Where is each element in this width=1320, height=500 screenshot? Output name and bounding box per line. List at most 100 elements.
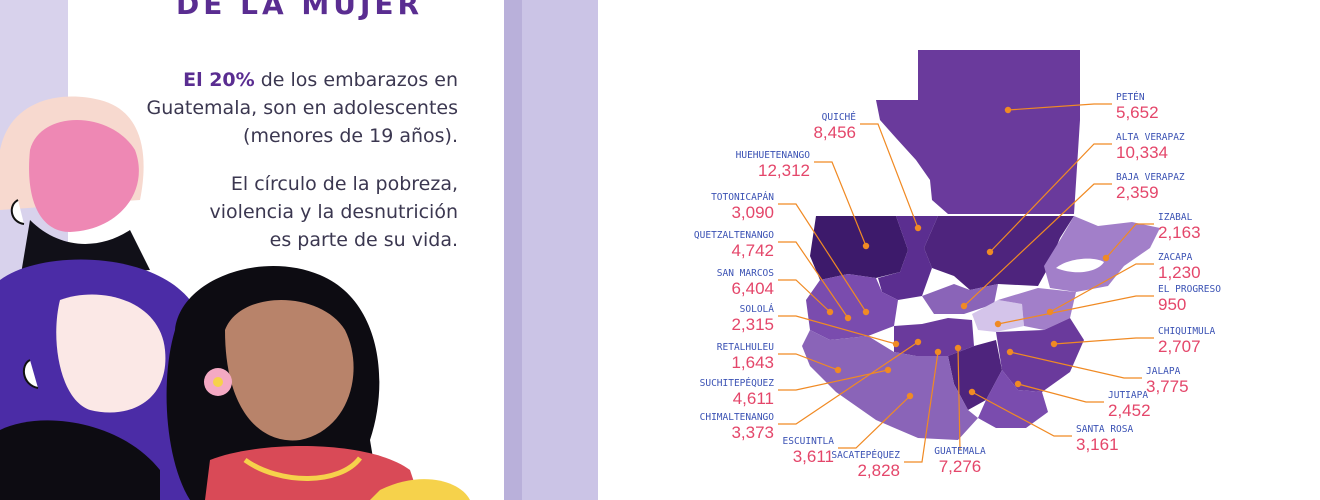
marker-dot-peten [1004,106,1012,114]
department-name-chimaltenango: CHIMALTENANGO [700,412,775,423]
department-value-jalapa: 3,775 [1146,377,1189,396]
leader-line-san-marcos [778,279,831,313]
leader-line-solola [778,315,897,345]
region-peten [876,50,1080,214]
region-east [996,318,1084,392]
paragraph2-line1: El círculo de la pobreza, [230,173,458,195]
department-name-sacatepequez: SACATEPÉQUEZ [831,449,900,461]
marker-dot-huehuetenango [862,242,870,250]
department-name-zacapa: ZACAPA [1158,252,1193,263]
leader-line-suchitepequez [778,369,889,391]
department-value-alta-verapaz: 10,334 [1116,143,1168,162]
marker-dot-retalhuleu [834,366,842,374]
marker-dot-jalapa [1006,348,1014,356]
paragraph2-line3: es parte de su vida. [269,229,458,251]
leader-line-huehuetenango [814,161,867,247]
region-alta-verapaz [924,216,1074,290]
marker-dot-alta-verapaz [986,248,994,256]
marker-dot-baja-verapaz [960,302,968,310]
marker-dot-jutiapa [1014,380,1022,388]
department-value-izabal: 2,163 [1158,223,1201,242]
marker-dot-guatemala [954,344,962,352]
leader-line-quetzaltenango [778,241,849,319]
marker-dot-izabal [1102,254,1110,262]
department-name-suchitepequez: SUCHITEPÉQUEZ [700,377,775,389]
department-name-chiquimula: CHIQUIMULA [1158,326,1215,337]
department-name-baja-verapaz: BAJA VERAPAZ [1116,172,1185,183]
department-name-quetzaltenango: QUETZALTENANGO [694,230,774,241]
department-value-el-progreso: 950 [1158,295,1186,314]
marker-dot-escuintla [906,392,914,400]
paragraph2-line2: violencia y la desnutrición [209,201,458,223]
department-name-alta-verapaz: ALTA VERAPAZ [1116,132,1185,143]
leader-line-guatemala [957,347,961,451]
marker-dot-quetzaltenango [844,314,852,322]
region-central-highlands [894,318,974,356]
marker-dot-sacatepequez [934,348,942,356]
highlight-percent: El 20% [183,69,255,91]
department-value-san-marcos: 6,404 [731,279,774,298]
department-value-chimaltenango: 3,373 [731,423,774,442]
leader-line-santa-rosa [971,391,1072,437]
department-name-retalhuleu: RETALHULEU [717,342,774,353]
leader-line-baja-verapaz [963,183,1112,307]
department-value-quiche: 8,456 [813,123,856,142]
department-name-jalapa: JALAPA [1146,366,1181,377]
region-guatemala [948,340,1002,410]
department-name-jutiapa: JUTIAPA [1108,390,1148,401]
marker-dot-santa-rosa [968,388,976,396]
paragraph1-line1: de los embarazos en [254,69,458,91]
department-value-santa-rosa: 3,161 [1076,435,1119,454]
marker-dot-chiquimula [1050,340,1058,348]
paragraph1-line3: (menores de 19 años). [243,125,458,147]
department-value-totonicapan: 3,090 [731,203,774,222]
marker-dot-suchitepequez [884,366,892,374]
department-value-peten: 5,652 [1116,103,1159,122]
women-illustration [0,96,470,500]
leader-lines [778,103,1154,463]
leader-line-jutiapa [1017,383,1104,403]
department-value-quetzaltenango: 4,742 [731,241,774,260]
leader-line-retalhuleu [778,353,839,371]
department-name-santa-rosa: SANTA ROSA [1076,424,1133,435]
department-name-escuintla: ESCUINTLA [783,436,835,447]
map-regions [802,50,1160,440]
department-value-baja-verapaz: 2,359 [1116,183,1159,202]
department-value-escuintla: 3,611 [793,447,834,466]
leader-line-zacapa [1049,263,1154,313]
department-name-el-progreso: EL PROGRESO [1158,284,1221,295]
department-value-suchitepequez: 4,611 [733,389,774,408]
marker-dot-chimaltenango [914,338,922,346]
department-value-guatemala: 7,276 [939,457,982,476]
leader-line-totonicapan [778,203,867,313]
department-name-totonicapan: TOTONICAPÁN [711,191,774,203]
leader-line-alta-verapaz [989,143,1112,253]
marker-dot-quiche [914,224,922,232]
leader-line-jalapa [1009,351,1142,379]
leader-line-chiquimula [1053,337,1154,345]
department-name-san-marcos: SAN MARCOS [717,268,774,279]
department-value-chiquimula: 2,707 [1158,337,1201,356]
department-value-huehuetenango: 12,312 [758,161,810,180]
marker-dot-el-progreso [994,320,1002,328]
region-zacapa [998,288,1076,330]
page-title: DE LA MUJER [176,0,424,21]
department-name-solola: SOLOLÁ [740,303,775,315]
department-name-izabal: IZABAL [1158,212,1193,223]
marker-dot-solola [892,340,900,348]
department-value-jutiapa: 2,452 [1108,401,1151,420]
leader-line-quiche [860,123,919,229]
department-value-zacapa: 1,230 [1158,263,1201,282]
department-value-retalhuleu: 1,643 [731,353,774,372]
leader-line-el-progreso [997,295,1154,325]
map-panel: PETÉN 5,652 QUICHÉ 8,456 ALTA VERAPAZ 10,334 H… [598,0,1320,500]
department-name-huehuetenango: HUEHUETENANGO [736,150,811,161]
department-name-guatemala: GUATEMALA [934,446,986,457]
leader-line-izabal [1105,223,1154,259]
poverty-paragraph: El círculo de la pobreza, violencia y la… [210,170,458,254]
lavender-divider-inner [504,0,522,500]
region-south-east [978,370,1048,428]
region-izabal [1044,216,1160,292]
region-quiche [878,216,938,300]
